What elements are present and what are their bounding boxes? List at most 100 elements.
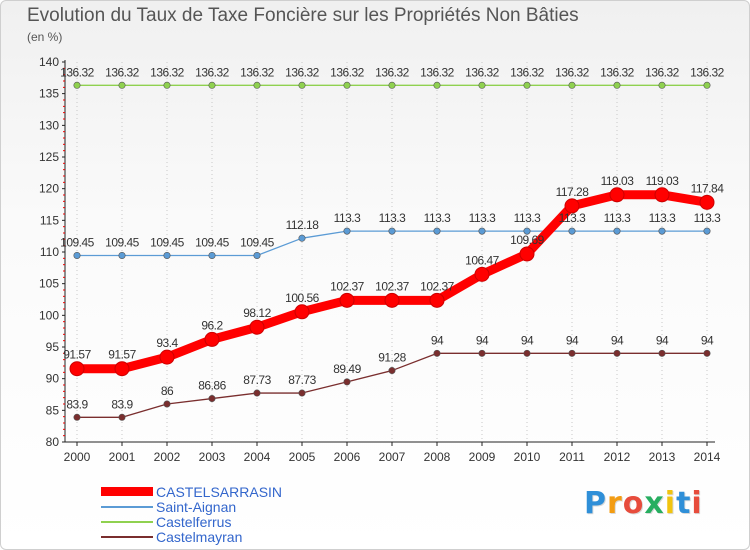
x-tick-label: 2003 (199, 450, 226, 464)
data-point (339, 292, 355, 308)
data-point (253, 81, 261, 89)
data-point (69, 361, 85, 377)
data-point (298, 81, 306, 89)
data-label: 136.32 (375, 65, 410, 79)
data-point (118, 81, 126, 89)
data-label: 87.73 (243, 373, 271, 387)
data-point (159, 349, 175, 365)
y-tick-label: 140 (39, 55, 59, 69)
data-label: 83.9 (111, 397, 133, 411)
data-label: 136.32 (420, 65, 455, 79)
data-point (568, 227, 576, 235)
x-tick-label: 2012 (604, 450, 631, 464)
y-tick-label: 130 (39, 118, 59, 132)
y-tick-label: 115 (40, 213, 59, 227)
data-label: 106.47 (465, 253, 500, 267)
data-point (433, 81, 441, 89)
data-label: 109.45 (195, 235, 230, 249)
data-label: 109.69 (510, 233, 545, 247)
legend-swatch (101, 520, 153, 523)
x-tick-label: 2002 (154, 450, 181, 464)
data-point (568, 81, 576, 89)
data-point (703, 227, 711, 235)
data-point (73, 81, 81, 89)
y-axis-unit-label: (en %) (27, 30, 63, 44)
data-point (163, 400, 171, 408)
data-point (658, 349, 666, 357)
data-point (118, 251, 126, 259)
data-point (73, 251, 81, 259)
data-label: 100.56 (285, 291, 320, 305)
x-tick-label: 2008 (424, 450, 451, 464)
data-label: 86 (161, 384, 174, 398)
data-label: 94 (521, 333, 534, 347)
data-label: 94 (611, 333, 624, 347)
logo-letter: i (691, 486, 703, 521)
legend-item-saint-aignan: Saint-Aignan (101, 499, 282, 515)
y-tick-label: 100 (39, 308, 59, 322)
x-tick-label: 2005 (289, 450, 316, 464)
data-label: 136.32 (240, 65, 275, 79)
legend-label: Castelferrus (156, 513, 232, 530)
y-tick-label: 80 (46, 435, 60, 449)
data-label: 113.3 (694, 211, 721, 225)
y-tick-label: 85 (46, 403, 60, 417)
data-point (343, 227, 351, 235)
data-label: 94 (701, 333, 714, 347)
data-label: 136.32 (195, 65, 230, 79)
data-point (523, 227, 531, 235)
data-label: 113.3 (559, 211, 586, 225)
data-label: 113.3 (514, 211, 541, 225)
data-label: 136.32 (555, 65, 590, 79)
data-label: 102.37 (375, 279, 410, 293)
x-tick-label: 2001 (109, 450, 136, 464)
data-label: 113.3 (649, 211, 676, 225)
data-label: 109.45 (105, 235, 140, 249)
data-point (343, 378, 351, 386)
data-point (433, 349, 441, 357)
data-point (253, 389, 261, 397)
data-label: 102.37 (330, 279, 365, 293)
data-label: 136.32 (690, 65, 725, 79)
data-point (388, 81, 396, 89)
x-tick-label: 2000 (64, 450, 91, 464)
data-point (478, 349, 486, 357)
data-label: 98.12 (243, 306, 271, 320)
data-point (613, 227, 621, 235)
logo-letter: x (644, 486, 665, 521)
y-tick-label: 90 (46, 372, 60, 386)
data-point (298, 234, 306, 242)
data-label: 113.3 (334, 211, 361, 225)
data-point (204, 331, 220, 347)
data-point (114, 361, 130, 377)
data-point (523, 349, 531, 357)
data-point (654, 187, 670, 203)
data-point (613, 349, 621, 357)
data-point (388, 227, 396, 235)
data-point (568, 349, 576, 357)
legend: CASTELSARRASIN Saint-Aignan Castelferrus… (101, 484, 282, 545)
series-layer (69, 81, 715, 421)
data-point (703, 81, 711, 89)
data-label: 136.32 (600, 65, 635, 79)
data-point (658, 81, 666, 89)
data-point (249, 319, 265, 335)
legend-swatch (101, 505, 153, 508)
data-point (343, 81, 351, 89)
legend-swatch (101, 535, 153, 538)
data-point (294, 304, 310, 320)
data-point (703, 349, 711, 357)
data-label: 113.3 (604, 211, 631, 225)
data-label: 93.4 (156, 336, 178, 350)
data-label: 119.03 (601, 174, 635, 188)
data-label: 136.32 (285, 65, 320, 79)
data-label: 136.32 (150, 65, 185, 79)
data-point (384, 292, 400, 308)
logo-letter: i (664, 486, 677, 521)
logo-letter: o (622, 486, 645, 521)
x-tick-label: 2011 (559, 450, 585, 464)
logo-letter: r (607, 486, 623, 521)
data-label: 94 (656, 333, 669, 347)
y-tick-label: 110 (40, 245, 59, 259)
